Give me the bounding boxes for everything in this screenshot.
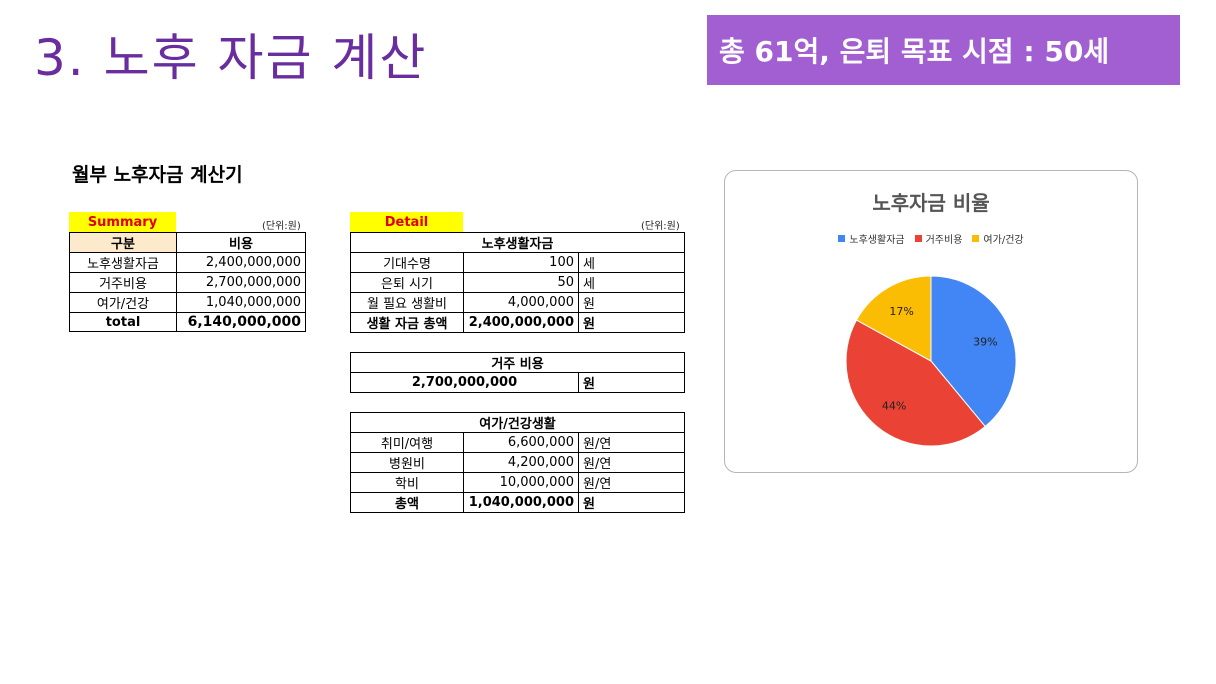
detail-row-value: 50 xyxy=(463,272,579,293)
leisure-health-table: 여가/건강생활 취미/여행 6,600,000 원/연 병원비 4,200,00… xyxy=(350,412,685,513)
detail-row-unit: 세 xyxy=(578,252,685,273)
calculator-title: 월부 노후자금 계산기 xyxy=(72,164,243,186)
detail-row-label: 총액 xyxy=(350,492,464,513)
pie-data-label: 39% xyxy=(973,335,997,348)
detail-tag: Detail xyxy=(350,212,463,232)
chart-title: 노후자금 비율 xyxy=(872,191,990,215)
summary-row-label: 여가/건강 xyxy=(69,292,177,313)
table-row: 월 필요 생활비 4,000,000 원 xyxy=(350,292,685,313)
pie-chart: 39% 44% 17% xyxy=(845,275,1017,447)
legend-label: 거주비용 xyxy=(925,235,963,246)
detail-row-unit: 원/연 xyxy=(578,472,685,493)
table-row: 은퇴 시기 50 세 xyxy=(350,272,685,293)
summary-banner: 총 61억, 은퇴 목표 시점 : 50세 xyxy=(707,15,1180,85)
housing-cost-header: 거주 비용 xyxy=(350,352,685,373)
legend-swatch xyxy=(914,235,922,242)
banner-text: 총 61억, 은퇴 목표 시점 : 50세 xyxy=(719,35,1110,68)
detail-row-unit: 원/연 xyxy=(578,432,685,453)
detail-row-label: 병원비 xyxy=(350,452,464,473)
table-row: 취미/여행 6,600,000 원/연 xyxy=(350,432,685,453)
detail-row-value: 6,600,000 xyxy=(463,432,579,453)
summary-row-value: 1,040,000,000 xyxy=(176,292,306,313)
table-row: 총액 1,040,000,000 원 xyxy=(350,492,685,513)
detail-row-label: 은퇴 시기 xyxy=(350,272,464,293)
legend-swatch xyxy=(838,235,846,242)
summary-total-label: total xyxy=(69,312,177,332)
detail-row-value: 4,200,000 xyxy=(463,452,579,473)
leisure-health-header: 여가/건강생활 xyxy=(350,412,685,433)
legend-swatch xyxy=(972,235,980,242)
slide-title: 3. 노후 자금 계산 xyxy=(34,29,428,87)
pie-slice-3 xyxy=(855,275,932,362)
summary-row-label: 노후생활자금 xyxy=(69,252,177,273)
pie-data-label: 17% xyxy=(889,305,913,318)
detail-row-value: 1,040,000,000 xyxy=(463,492,579,513)
summary-total-value: 6,140,000,000 xyxy=(176,312,306,332)
legend-item: 여가/건강 xyxy=(972,231,1024,246)
detail-row-unit: 원 xyxy=(578,492,685,513)
table-row: 2,700,000,000 원 xyxy=(350,372,685,393)
table-row: 거주비용 2,700,000,000 xyxy=(69,272,306,293)
summary-unit: (단위:원) xyxy=(262,221,301,232)
detail-row-label: 취미/여행 xyxy=(350,432,464,453)
summary-row-value: 2,700,000,000 xyxy=(176,272,306,293)
table-row: 여가/건강 1,040,000,000 xyxy=(69,292,306,313)
living-fund-header: 노후생활자금 xyxy=(350,232,685,253)
detail-row-label: 기대수명 xyxy=(350,252,464,273)
summary-row-label: 거주비용 xyxy=(69,272,177,293)
housing-cost-value: 2,700,000,000 xyxy=(350,372,579,393)
detail-row-unit: 원/연 xyxy=(578,452,685,473)
pie-slice-1 xyxy=(930,275,1017,428)
table-row: 병원비 4,200,000 원/연 xyxy=(350,452,685,473)
chart-legend: 노후생활자금 거주비용 여가/건강 xyxy=(725,231,1137,246)
pie-data-label: 44% xyxy=(882,400,906,413)
summary-col-cost: 비용 xyxy=(176,232,306,253)
detail-row-label: 월 필요 생활비 xyxy=(350,292,464,313)
summary-header-row: 구분 비용 xyxy=(69,232,306,253)
detail-unit: (단위:원) xyxy=(641,221,680,232)
summary-tag: Summary xyxy=(69,212,176,232)
table-row: 기대수명 100 세 xyxy=(350,252,685,273)
legend-label: 여가/건강 xyxy=(983,235,1024,246)
detail-row-label: 학비 xyxy=(350,472,464,493)
pie-chart-panel: 노후자금 비율 노후생활자금 거주비용 여가/건강 39% 44% 17% xyxy=(724,170,1138,473)
table-row: 생활 자금 총액 2,400,000,000 원 xyxy=(350,312,685,333)
summary-row-value: 2,400,000,000 xyxy=(176,252,306,273)
summary-total-row: total 6,140,000,000 xyxy=(69,312,306,332)
legend-item: 거주비용 xyxy=(914,231,963,246)
summary-table: 구분 비용 노후생활자금 2,400,000,000 거주비용 2,700,00… xyxy=(69,232,306,332)
detail-row-unit: 세 xyxy=(578,272,685,293)
detail-row-value: 100 xyxy=(463,252,579,273)
detail-row-value: 10,000,000 xyxy=(463,472,579,493)
detail-row-unit: 원 xyxy=(578,292,685,313)
table-row: 학비 10,000,000 원/연 xyxy=(350,472,685,493)
legend-label: 노후생활자금 xyxy=(849,235,905,246)
living-fund-table: 노후생활자금 기대수명 100 세 은퇴 시기 50 세 월 필요 생활비 4,… xyxy=(350,232,685,333)
table-row: 노후생활자금 2,400,000,000 xyxy=(69,252,306,273)
housing-cost-table: 거주 비용 2,700,000,000 원 xyxy=(350,352,685,393)
detail-row-value: 2,400,000,000 xyxy=(463,312,579,333)
legend-item: 노후생활자금 xyxy=(838,231,905,246)
housing-cost-unit: 원 xyxy=(578,372,685,393)
summary-col-category: 구분 xyxy=(69,232,177,253)
pie-slice-2 xyxy=(845,319,986,447)
detail-row-value: 4,000,000 xyxy=(463,292,579,313)
detail-row-label: 생활 자금 총액 xyxy=(350,312,464,333)
detail-row-unit: 원 xyxy=(578,312,685,333)
